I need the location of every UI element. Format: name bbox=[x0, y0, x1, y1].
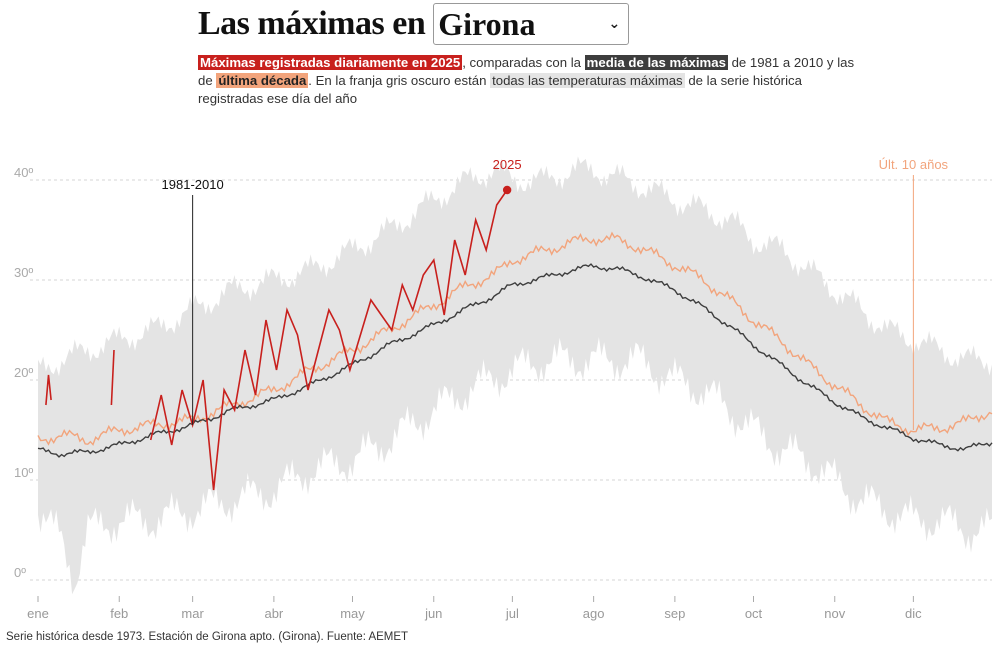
series-line-2025-seg-0 bbox=[45, 374, 52, 406]
legend-band: todas las temperaturas máximas bbox=[490, 73, 685, 88]
legend-2025: Máximas registradas diariamente en 2025 bbox=[198, 55, 463, 70]
city-select-value: Girona bbox=[438, 5, 536, 42]
source-note: Serie histórica desde 1973. Estación de … bbox=[6, 631, 409, 643]
legend-decade: última década bbox=[216, 73, 309, 88]
title-row: Las máximas en Girona ⌄ bbox=[198, 1, 858, 47]
annotation-label-0: 1981-2010 bbox=[162, 177, 224, 192]
city-select[interactable]: Girona ⌄ bbox=[433, 3, 630, 45]
x-tick-label-sep: sep bbox=[664, 606, 685, 621]
x-tick-label-mar: mar bbox=[181, 606, 204, 621]
y-tick-label-0: 0º bbox=[14, 565, 26, 580]
series-line-decade bbox=[37, 231, 993, 446]
desc-text-3: . En la franja gris oscuro están bbox=[308, 73, 491, 88]
chevron-down-icon: ⌄ bbox=[608, 16, 621, 32]
x-tick-label-may: may bbox=[340, 606, 365, 621]
chart-description: Máximas registradas diariamente en 2025,… bbox=[198, 54, 858, 108]
annotation-label-1: 2025 bbox=[493, 157, 522, 172]
page-title: Las máximas en bbox=[198, 5, 426, 42]
series-2025-last-point bbox=[502, 185, 512, 195]
y-tick-label-10: 10º bbox=[14, 465, 33, 480]
y-tick-label-30: 30º bbox=[14, 265, 33, 280]
x-tick-label-ene: ene bbox=[27, 606, 49, 621]
series-line-1981-2010 bbox=[37, 263, 993, 458]
y-tick-label-20: 20º bbox=[14, 365, 33, 380]
x-tick-label-abr: abr bbox=[264, 606, 283, 621]
series-line-2025-seg-1 bbox=[110, 349, 115, 406]
temperature-chart: 1981-2010 2025 Últ. 10 años 0º 10º 20º 30º 40º e… bbox=[14, 156, 993, 621]
legend-mean: media de las máximas bbox=[584, 55, 728, 70]
x-tick-label-oct: oct bbox=[745, 606, 763, 621]
y-tick-label-40: 40º bbox=[14, 165, 33, 180]
desc-text-4: de la serie histórica registradas ese dí… bbox=[198, 73, 802, 106]
x-tick-label-nov: nov bbox=[824, 606, 845, 621]
x-tick-label-jul: jul bbox=[505, 606, 519, 621]
annotation-label-2: Últ. 10 años bbox=[879, 157, 949, 172]
historical-range-band bbox=[38, 156, 992, 595]
series-line-2025-seg-2 bbox=[149, 189, 508, 491]
x-tick-label-feb: feb bbox=[110, 606, 128, 621]
desc-text-1: , comparadas con la bbox=[462, 55, 585, 70]
chart-header: Las máximas en Girona ⌄ Máximas registra… bbox=[198, 0, 858, 108]
x-tick-label-dic: dic bbox=[905, 606, 922, 621]
x-tick-label-ago: ago bbox=[583, 606, 605, 621]
desc-text-2: de 1981 a 2010 y las de bbox=[198, 55, 855, 88]
x-tick-label-jun: jun bbox=[424, 606, 442, 621]
